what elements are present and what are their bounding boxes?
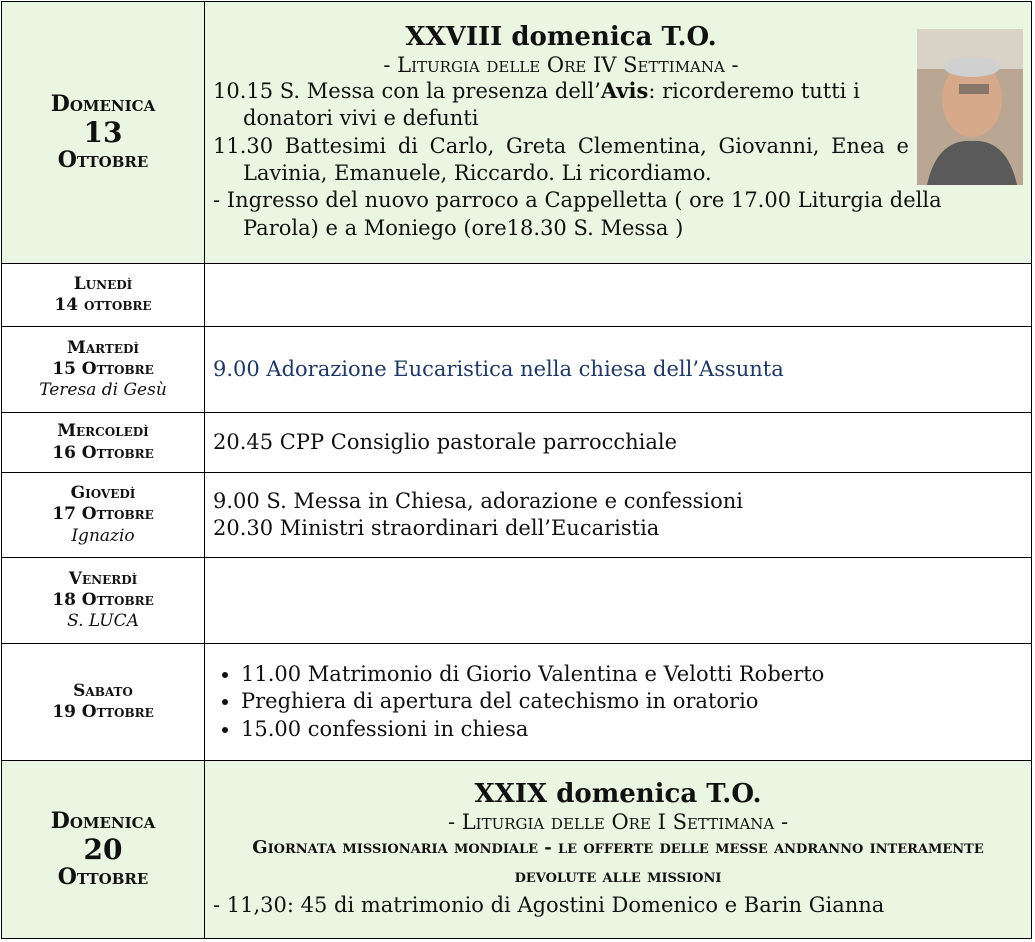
event: 10.15 S. Messa con la presenza dell’Avis… [213,77,1023,133]
day: Venerdì [68,568,138,589]
event: 11.00 Matrimonio di Giorio Valentina e V… [241,661,1023,688]
day: Martedì [67,337,139,358]
event: - Ingresso del nuovo parroco a Cappellet… [213,188,942,240]
row: Venerdì 18 Ottobre S. LUCA [1,557,1032,644]
day: Domenica [50,91,156,117]
event-list: 11.00 Matrimonio di Giorio Valentina e V… [213,661,1023,743]
row: Martedì 15 Ottobre Teresa di Gesù 9.00 Ado… [1,326,1032,413]
day-cell: Giovedì 17 Ottobre Ignazio [1,472,205,558]
event: 9.00 S. Messa in Chiesa, adorazione e co… [213,488,744,513]
title: XXIX domenica T.O. [474,779,762,810]
events-cell: 11.00 Matrimonio di Giorio Valentina e V… [204,643,1032,761]
date: 20 [83,832,123,866]
day-cell: Martedì 15 Ottobre Teresa di Gesù [1,326,205,413]
text: Avis [600,78,649,104]
event: 9.00 Adorazione Eucaristica nella chiesa… [213,356,784,381]
text: : ricorderemo tutti i donatori vivi e de… [243,79,860,131]
events-cell [204,263,1032,327]
row: Domenica 20 Ottobre XXIX domenica T.O. - L… [1,760,1032,939]
events-cell: 9.00 S. Messa in Chiesa, adorazione e co… [204,472,1032,558]
day-cell: Domenica 20 Ottobre [1,760,205,939]
date: 13 [83,115,123,149]
event: Preghiera di apertura del catechismo in … [241,688,1023,715]
text: 10.15 S. Messa con la presenza dell’ [213,79,601,104]
subtitle: - Liturgia delle Ore I Settimana - [447,810,789,834]
row: Mercoledì 16 Ottobre 20.45 CPP Consiglio … [1,412,1032,473]
events-cell: 9.00 Adorazione Eucaristica nella chiesa… [204,326,1032,413]
row: Lunedì 14 ottobre [1,263,1032,327]
day-cell: Venerdì 18 Ottobre S. LUCA [1,557,205,644]
date: 18 Ottobre [52,589,154,610]
date: 17 Ottobre [52,504,154,525]
date: 15 Ottobre [52,358,154,379]
date: 19 Ottobre [52,702,154,722]
day-cell: Mercoledì 16 Ottobre [1,412,205,473]
priest-photo [917,29,1023,186]
event: 11.30 Battesimi di Carlo, Greta Clementi… [213,133,909,185]
events-cell: 20.45 CPP Consiglio pastorale parrocchia… [204,412,1032,473]
day: Domenica [50,808,156,834]
events-cell: XXIX domenica T.O. - Liturgia delle Ore … [204,760,1032,939]
event: 20.45 CPP Consiglio pastorale parrocchia… [213,429,678,454]
row: Domenica 13 Ottobre XXVIII domenica T.O. -… [1,1,1032,264]
row: Giovedì 17 Ottobre Ignazio 9.00 S. Messa i… [1,472,1032,558]
day-cell: Domenica 13 Ottobre [1,1,205,264]
day-cell: Sabato 19 Ottobre [1,643,205,761]
day: Sabato [73,680,133,701]
saint: S. LUCA [67,611,139,632]
event: 15.00 confessioni in chiesa [241,716,1023,743]
month: Ottobre [57,146,149,173]
month: Ottobre [57,863,149,890]
saint: Teresa di Gesù [39,380,167,401]
day-cell: Lunedì 14 ottobre [1,263,205,327]
saint: Ignazio [71,525,135,546]
day: Mercoledì [57,421,149,442]
events-cell [204,557,1032,644]
date: 14 ottobre [54,295,152,315]
subtitle: - Liturgia delle Ore IV Settimana - [383,53,739,78]
date: 16 Ottobre [52,442,154,463]
event: - 11,30: 45 di matrimonio di Agostini Do… [213,892,885,917]
day: Giovedì [70,483,136,504]
day: Lunedì [73,273,133,294]
event: 20.30 Ministri straordinari dell’Eucaris… [213,516,660,540]
events-cell: XXVIII domenica T.O. - Liturgia delle Or… [204,1,1032,264]
notice: Giornata missionaria mondiale - le offer… [252,837,984,887]
title: XXVIII domenica T.O. [405,22,717,53]
